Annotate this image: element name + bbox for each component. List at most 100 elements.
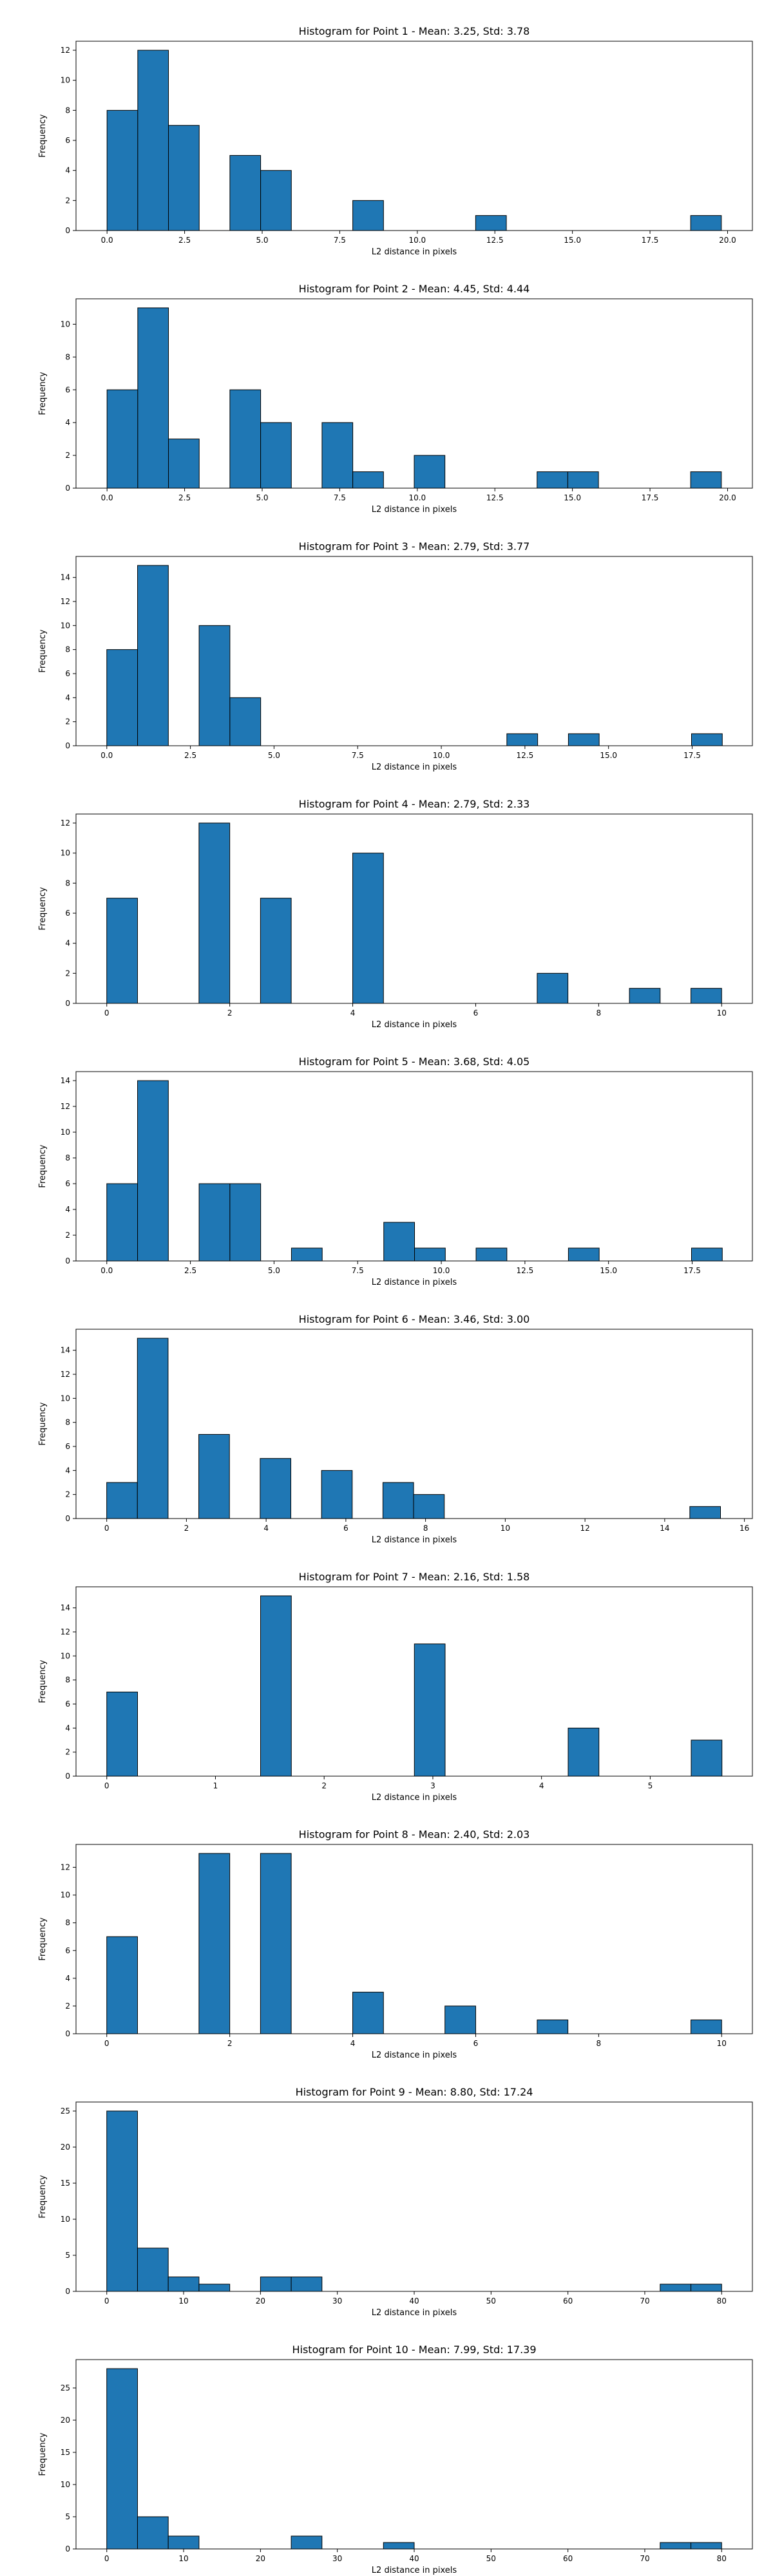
x-tick-label: 8 <box>423 1524 428 1533</box>
y-tick-label: 10 <box>61 849 70 858</box>
plot-frame <box>75 1329 753 1519</box>
y-tick-label: 25 <box>61 2107 70 2116</box>
y-tick-label: 10 <box>61 76 70 85</box>
plot-frame <box>75 556 753 746</box>
y-tick-label: 20 <box>61 2416 70 2425</box>
histogram-panel-6: Histogram for Point 6 - Mean: 3.46, Std:… <box>38 1313 753 1545</box>
y-tick-label: 14 <box>61 573 70 582</box>
x-tick-label: 12 <box>580 1524 589 1533</box>
histogram-bar <box>198 2284 231 2292</box>
x-tick-label: 10 <box>717 2039 727 2048</box>
x-tick-label: 5.0 <box>268 751 280 760</box>
x-tick-label: 2 <box>227 2039 233 2048</box>
histogram-bar <box>691 733 723 746</box>
histogram-bar <box>168 439 200 489</box>
y-axis-label: Frequency <box>38 1917 48 1960</box>
x-tick-label: 0 <box>104 2554 110 2563</box>
y-axis-label: Frequency <box>38 1144 48 1188</box>
histogram-bar <box>691 1739 723 1777</box>
x-axis-label: L2 distance in pixels <box>372 2050 457 2060</box>
x-tick-label: 8 <box>596 1009 602 1018</box>
y-tick-label: 6 <box>65 136 70 145</box>
histogram-bar <box>229 389 262 489</box>
y-axis-label: Frequency <box>38 2175 48 2218</box>
histogram-bar <box>413 1494 445 1519</box>
x-tick-label: 20 <box>256 2297 265 2306</box>
x-tick-label: 5.0 <box>268 1266 280 1275</box>
histogram-bar <box>260 422 292 489</box>
y-tick-label: 10 <box>61 319 70 328</box>
x-tick-label: 2 <box>321 1781 327 1790</box>
y-tick-label: 14 <box>61 1346 70 1355</box>
x-tick-label: 2.5 <box>184 1266 196 1275</box>
chart-title: Histogram for Point 7 - Mean: 2.16, Std:… <box>299 1571 530 1583</box>
histogram-bar <box>690 215 722 231</box>
plot-frame <box>75 1071 753 1262</box>
histogram-bar <box>568 1727 600 1777</box>
histogram-bar <box>106 2368 138 2550</box>
x-tick-label: 2.5 <box>178 236 191 245</box>
y-tick-label: 12 <box>61 1627 70 1636</box>
histogram-bar <box>137 1338 169 1519</box>
x-tick-label: 70 <box>640 2297 649 2306</box>
x-tick-label: 10 <box>178 2554 188 2563</box>
histogram-bar <box>691 2542 722 2550</box>
y-tick-label: 10 <box>61 2480 70 2489</box>
y-tick-label: 2 <box>65 1231 70 1240</box>
histogram-bar <box>383 2542 415 2550</box>
x-tick-label: 15.0 <box>600 751 617 760</box>
histogram-bar <box>691 1247 723 1262</box>
x-tick-label: 4 <box>539 1781 544 1790</box>
y-tick-label: 0 <box>65 999 70 1008</box>
y-tick-label: 5 <box>65 2251 70 2260</box>
y-tick-label: 12 <box>61 1102 70 1111</box>
x-tick-label: 0.0 <box>101 493 113 502</box>
y-tick-label: 6 <box>65 1442 70 1451</box>
histogram-bar <box>475 215 507 231</box>
x-tick-label: 17.5 <box>642 236 659 245</box>
x-tick-label: 0.0 <box>100 1266 113 1275</box>
histogram-bar <box>352 1991 384 2034</box>
y-tick-label: 6 <box>65 1946 70 1955</box>
histogram-bar <box>537 471 568 489</box>
histogram-bar <box>198 1183 231 1262</box>
x-tick-label: 50 <box>486 2297 496 2306</box>
histogram-bar <box>537 972 569 1004</box>
histogram-bar <box>229 1183 262 1262</box>
histogram-bar <box>106 2110 138 2292</box>
x-tick-label: 7.5 <box>334 493 346 502</box>
x-tick-label: 60 <box>563 2554 573 2563</box>
histogram-bar <box>106 898 138 1004</box>
x-axis-label: L2 distance in pixels <box>372 1278 457 1287</box>
histogram-panel-9: Histogram for Point 9 - Mean: 8.80, Std:… <box>38 2086 753 2318</box>
chart-title: Histogram for Point 2 - Mean: 4.45, Std:… <box>299 283 530 295</box>
y-tick-label: 10 <box>61 2215 70 2224</box>
y-tick-label: 12 <box>61 46 70 55</box>
plot-frame <box>75 1844 753 2034</box>
x-tick-label: 6 <box>473 2039 479 2048</box>
histogram-bar <box>198 1853 231 2034</box>
x-axis-label: L2 distance in pixels <box>372 2566 457 2575</box>
y-axis-label: Frequency <box>38 2432 48 2476</box>
y-tick-label: 2 <box>65 969 70 978</box>
histogram-bar <box>568 1247 600 1262</box>
x-tick-label: 5.0 <box>256 493 268 502</box>
x-tick-label: 12.5 <box>486 236 504 245</box>
histogram-bar <box>106 1183 138 1262</box>
y-axis-label: Frequency <box>38 1660 48 1703</box>
x-tick-label: 0.0 <box>100 751 113 760</box>
histogram-bar <box>691 2019 722 2034</box>
histogram-bar <box>352 200 384 231</box>
histogram-panel-3: Histogram for Point 3 - Mean: 2.79, Std:… <box>38 540 753 772</box>
y-tick-label: 4 <box>65 1974 70 1983</box>
y-tick-label: 8 <box>65 645 70 654</box>
x-tick-label: 17.5 <box>683 751 701 760</box>
y-tick-label: 2 <box>65 451 70 460</box>
histogram-bar <box>629 988 661 1004</box>
histogram-bar <box>137 50 169 231</box>
x-tick-label: 20.0 <box>719 236 736 245</box>
histogram-bar <box>106 1691 138 1777</box>
histogram-bar <box>229 155 262 231</box>
y-tick-label: 2 <box>65 196 70 205</box>
x-tick-label: 8 <box>596 2039 602 2048</box>
